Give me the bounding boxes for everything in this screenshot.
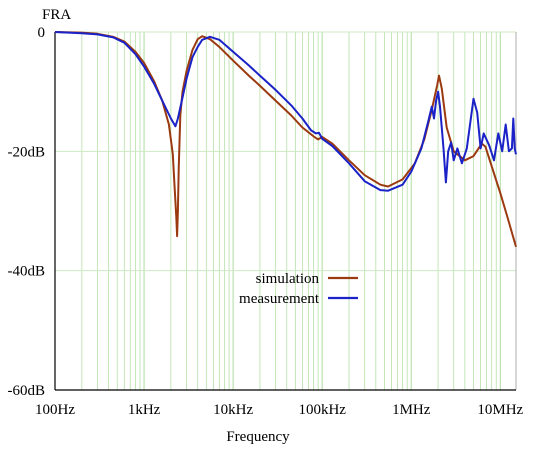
x-tick-label: 100Hz <box>35 402 75 418</box>
y-tick-label: 0 <box>38 25 46 41</box>
y-tick-label: -40dB <box>8 264 46 280</box>
x-tick-label: 10MHz <box>477 402 523 418</box>
legend-label-measurement: measurement <box>239 291 320 307</box>
axes <box>54 32 516 391</box>
x-axis-label: Frequency <box>226 429 290 445</box>
x-tick-label: 1MHz <box>392 402 431 418</box>
y-tick-label: -60dB <box>8 383 46 399</box>
grid <box>55 31 517 390</box>
series-line-simulation <box>54 31 517 248</box>
y-tick-label: -20dB <box>8 144 46 160</box>
chart-title: FRA <box>42 7 71 23</box>
series-line-measurement <box>54 31 517 192</box>
x-tick-label: 100kHz <box>298 402 346 418</box>
series-group <box>54 31 517 248</box>
x-tick-label: 10kHz <box>213 402 253 418</box>
x-tick-label: 1kHz <box>128 402 161 418</box>
legend: simulation measurement <box>239 271 358 307</box>
legend-label-simulation: simulation <box>256 271 320 287</box>
tick-labels: 100Hz 1kHz 10kHz 100kHz 1MHz 10MHz 0 -20dB -40dB… <box>8 25 524 418</box>
